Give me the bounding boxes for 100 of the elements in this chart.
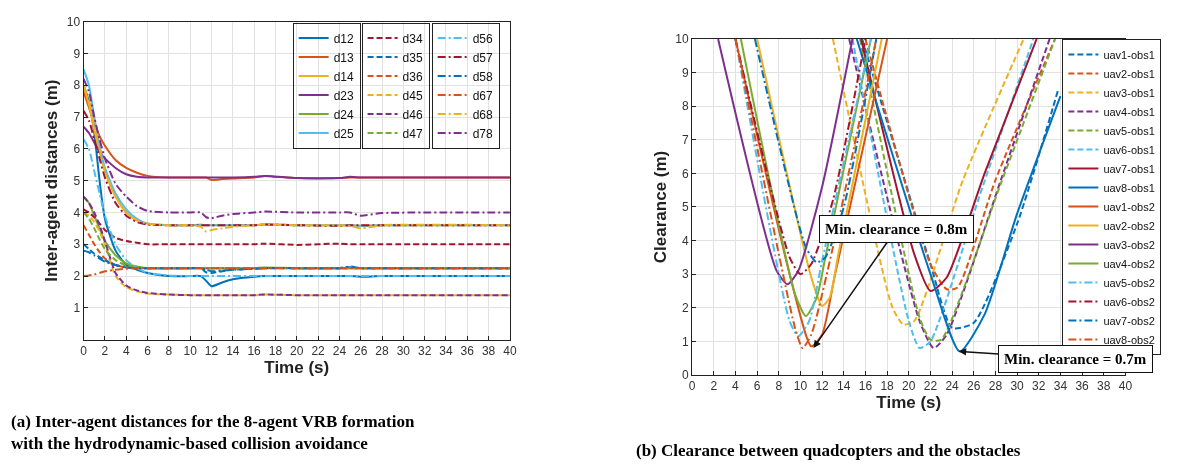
- legend-label: d58: [472, 69, 493, 84]
- x-tick-label: 28: [988, 379, 1003, 394]
- y-tick-label: 0: [681, 368, 689, 383]
- legend-label: d78: [472, 126, 493, 141]
- legend-label: d46: [402, 107, 423, 122]
- x-tick-label: 2: [710, 379, 718, 394]
- legend-label: uav8-obs2: [1103, 333, 1155, 346]
- y-tick-label: 8: [73, 78, 81, 93]
- y-tick-label: 3: [73, 237, 81, 252]
- x-tick-label: 32: [417, 344, 432, 359]
- y-tick-label: 7: [73, 110, 81, 125]
- x-tick-label: 28: [375, 344, 390, 359]
- legend-label: uav7-obs2: [1103, 314, 1155, 327]
- legend-label: d14: [333, 69, 355, 84]
- y-tick-label: 10: [66, 14, 81, 29]
- x-axis-title: Time (s): [264, 358, 330, 378]
- legend-label: d36: [402, 69, 423, 84]
- x-tick-label: 8: [165, 344, 173, 359]
- x-tick-label: 24: [332, 344, 347, 359]
- legend-label: uav2-obs2: [1103, 219, 1155, 232]
- y-tick-label: 2: [73, 269, 81, 284]
- x-tick-label: 36: [1075, 379, 1090, 394]
- y-tick-label: 10: [675, 32, 689, 47]
- legend-label: d56: [472, 31, 493, 46]
- x-tick-label: 40: [1118, 379, 1133, 394]
- text: (a) Inter-agent distances for the 8-agent VRB formation with the hydrodynamic-based collision avoidance: [11, 412, 415, 454]
- legend-label: d68: [472, 107, 493, 122]
- legend-label: uav5-obs2: [1103, 276, 1155, 289]
- legend-label: uav1-obs1: [1103, 48, 1155, 61]
- legend-label: d47: [402, 126, 423, 141]
- x-tick-label: 12: [204, 344, 219, 359]
- y-tick-label: 5: [73, 173, 81, 188]
- legend-label: d67: [472, 88, 493, 103]
- y-tick-label: 6: [73, 142, 81, 157]
- x-tick-label: 12: [815, 379, 830, 394]
- y-tick-label: 8: [681, 99, 689, 114]
- x-tick-label: 32: [1032, 379, 1046, 394]
- legend-label: uav4-obs2: [1103, 257, 1155, 270]
- y-axis-title: Clearance (m): [650, 150, 670, 264]
- legend-label: uav1-obs2: [1103, 200, 1155, 213]
- y-tick-label: 1: [73, 301, 81, 316]
- legend-label: d45: [402, 88, 423, 103]
- x-tick-label: 2: [101, 344, 109, 359]
- x-tick-label: 24: [945, 379, 960, 394]
- legend-label: uav2-obs1: [1103, 67, 1155, 80]
- x-tick-label: 26: [967, 379, 981, 394]
- legend-label: uav4-obs1: [1103, 105, 1155, 118]
- legend-label: d24: [333, 107, 355, 122]
- y-tick-label: 2: [681, 300, 689, 315]
- x-tick-label: 10: [793, 379, 808, 394]
- x-tick-label: 20: [290, 344, 304, 359]
- x-tick-label: 18: [880, 379, 895, 394]
- annotation: Min. clearance = 0.7m: [1004, 351, 1147, 367]
- x-tick-label: 20: [902, 379, 916, 394]
- legend-label: d34: [402, 31, 423, 46]
- legend-label: uav3-obs1: [1103, 86, 1155, 99]
- x-tick-label: 34: [1053, 379, 1068, 394]
- x-tick-label: 26: [354, 344, 368, 359]
- x-tick-label: 40: [503, 344, 517, 359]
- y-tick-label: 1: [681, 334, 689, 349]
- legend-label: d57: [472, 50, 493, 65]
- x-tick-label: 30: [1010, 379, 1025, 394]
- text: (b) Clearance between quadcopters and the obstacles: [636, 441, 1021, 460]
- x-tick-label: 22: [923, 379, 938, 394]
- legend-label: d35: [402, 50, 423, 65]
- legend-label: uav6-obs2: [1103, 295, 1155, 308]
- x-tick-label: 6: [753, 379, 761, 394]
- annotation: Min. clearance = 0.8m: [825, 221, 968, 237]
- x-tick-label: 10: [183, 344, 198, 359]
- x-tick-label: 36: [460, 344, 475, 359]
- legend-label: uav6-obs1: [1103, 143, 1155, 156]
- x-tick-label: 34: [439, 344, 453, 359]
- y-tick-label: 5: [681, 200, 689, 215]
- legend-label: d23: [333, 88, 355, 103]
- y-tick-label: 6: [681, 166, 689, 181]
- legend-label: uav8-obs1: [1103, 181, 1155, 194]
- x-tick-label: 14: [837, 379, 851, 394]
- x-tick-label: 18: [268, 344, 283, 359]
- x-tick-label: 16: [247, 344, 262, 359]
- y-tick-label: 9: [681, 65, 689, 80]
- legend-label: d25: [333, 126, 355, 141]
- x-tick-label: 30: [396, 344, 411, 359]
- legend-label: uav5-obs1: [1103, 124, 1155, 137]
- legend-label: d12: [333, 31, 355, 46]
- x-axis-title: Time (s): [876, 393, 942, 413]
- x-tick-label: 4: [732, 379, 740, 394]
- legend-label: uav3-obs2: [1103, 238, 1155, 251]
- x-tick-label: 38: [481, 344, 496, 359]
- y-tick-label: 3: [681, 267, 689, 282]
- x-tick-label: 8: [775, 379, 783, 394]
- y-axis-title: Inter-agent distances (m): [42, 79, 62, 282]
- y-tick-label: 9: [73, 46, 81, 61]
- x-tick-label: 6: [144, 344, 152, 359]
- legend-label: d13: [333, 50, 355, 65]
- legend-label: uav7-obs1: [1103, 162, 1155, 175]
- x-tick-label: 16: [858, 379, 873, 394]
- y-tick-label: 7: [681, 132, 689, 147]
- x-tick-label: 22: [311, 344, 326, 359]
- y-tick-label: 4: [73, 205, 81, 220]
- x-tick-label: 14: [226, 344, 240, 359]
